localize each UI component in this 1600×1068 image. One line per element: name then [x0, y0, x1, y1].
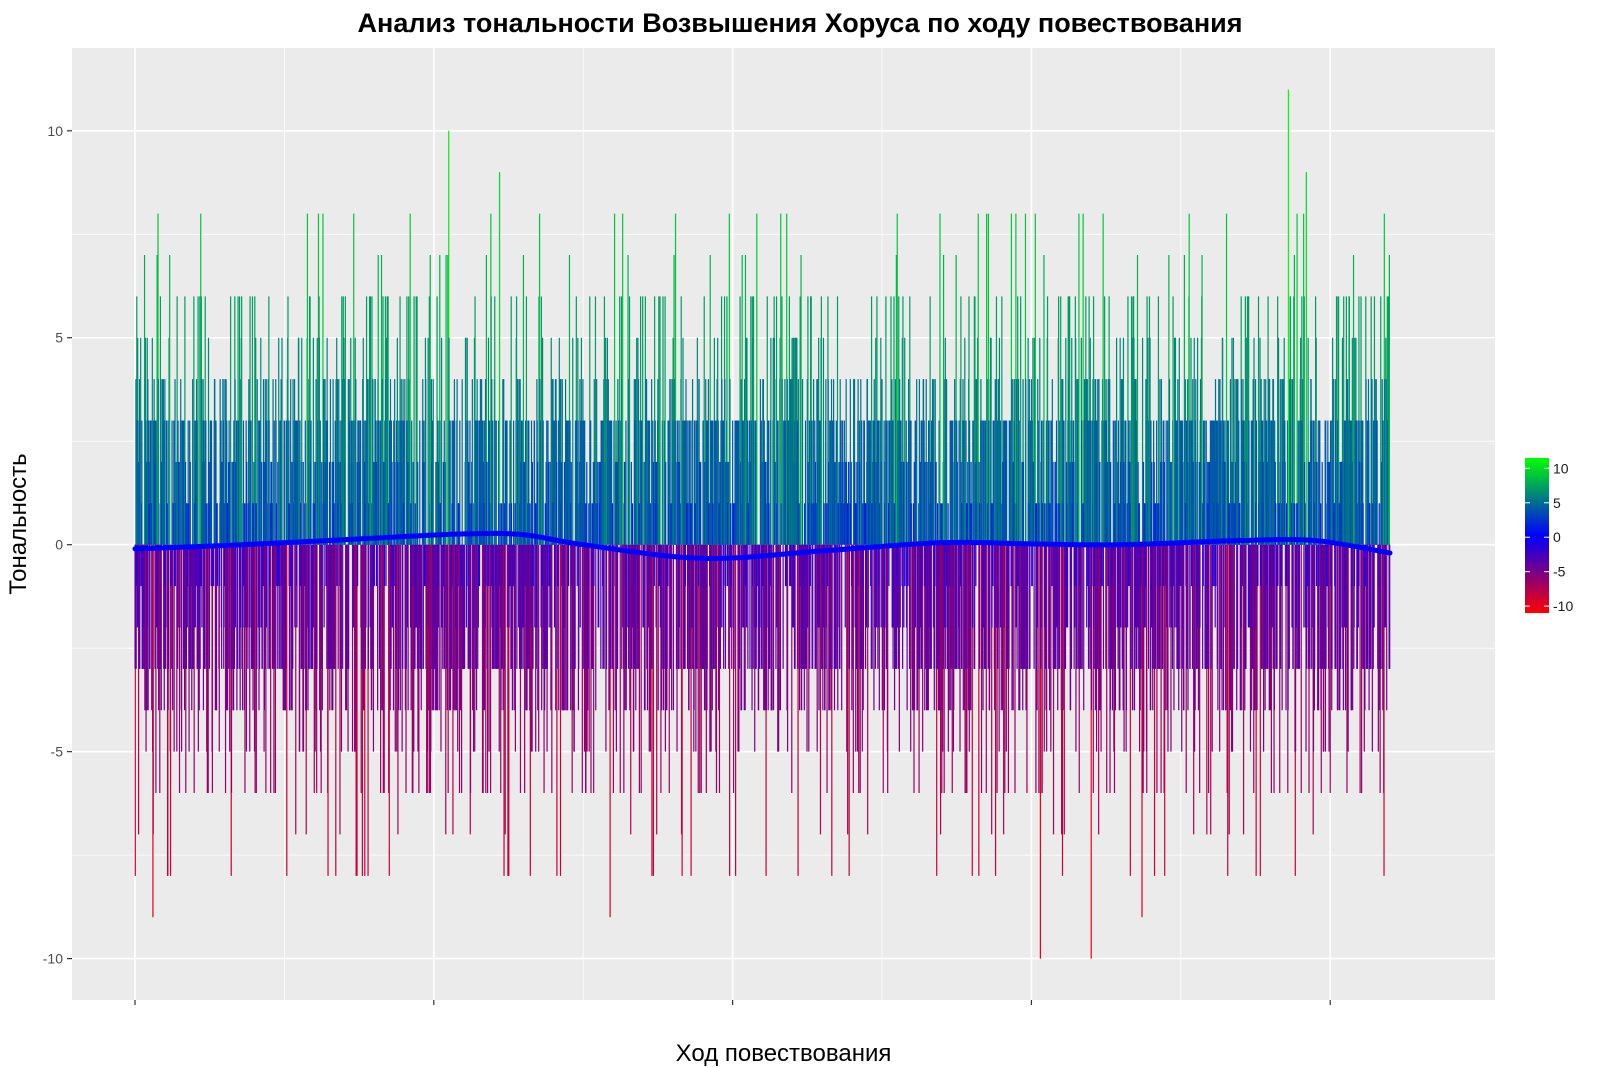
y-tick-label: 0 [55, 537, 63, 553]
colorbar-label: -5 [1553, 564, 1566, 580]
y-tick-label: -10 [43, 951, 63, 967]
colorbar-gradient [1525, 458, 1549, 613]
y-tick-label: 10 [47, 123, 63, 139]
y-tick-label: -5 [51, 744, 64, 760]
x-axis-label: Ход повествования [675, 1040, 892, 1067]
axes: -10 -5 0 5 10 [43, 123, 1331, 1005]
sentiment-bars [134, 89, 1391, 959]
loess-trend-line [132, 530, 1393, 561]
y-tick-label: 5 [55, 330, 63, 346]
colorbar-legend: 10 5 0 -5 -10 [1525, 458, 1573, 614]
colorbar-label: 5 [1553, 495, 1561, 511]
trend-line [132, 530, 1393, 561]
colorbar-label: -10 [1553, 598, 1573, 614]
colorbar-label: 10 [1553, 460, 1569, 476]
chart-title: Анализ тональности Возвышения Хоруса по … [357, 8, 1243, 38]
colorbar-label: 0 [1553, 529, 1561, 545]
